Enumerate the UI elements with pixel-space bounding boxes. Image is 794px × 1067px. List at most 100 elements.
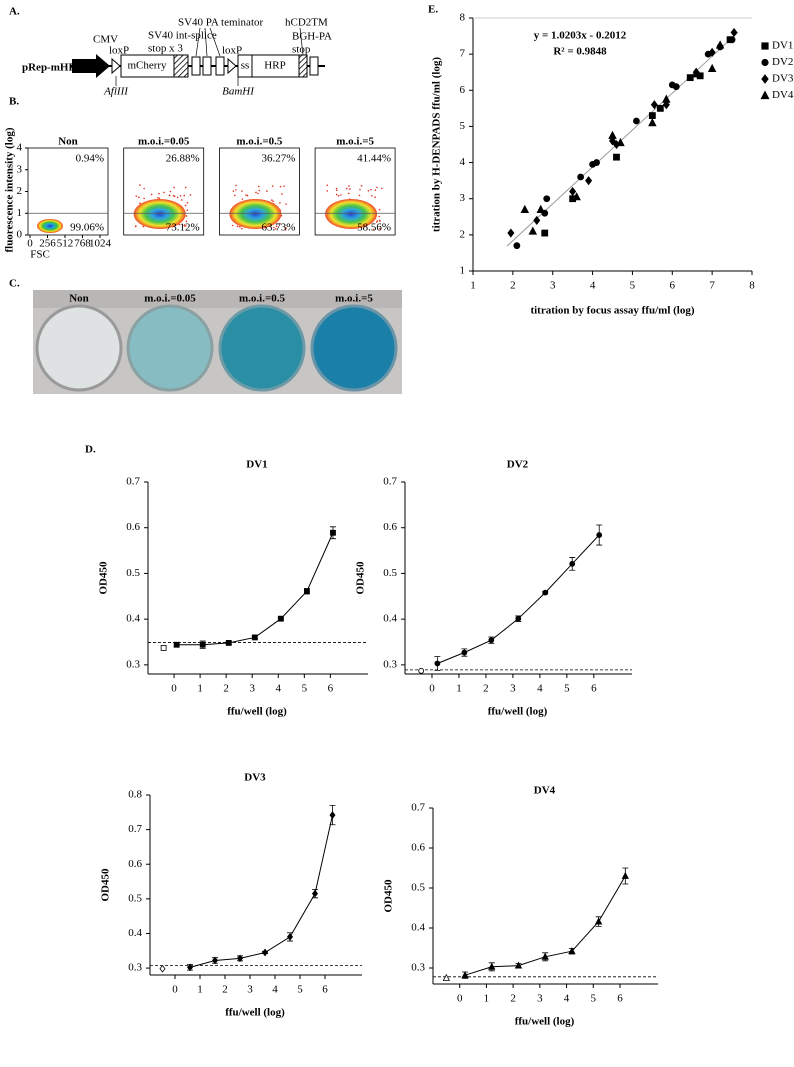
y-tick-label: 0.5 <box>126 567 140 579</box>
y-axis-label: OD450 <box>98 561 110 595</box>
event-dot <box>180 199 183 201</box>
gene-box <box>298 54 308 78</box>
x-tick-label: 4 <box>590 280 596 292</box>
event-dot <box>184 186 187 189</box>
marker <box>656 104 664 112</box>
event-dot <box>183 194 186 197</box>
event-dot <box>258 185 260 188</box>
y-tick-label: 2 <box>17 185 23 197</box>
marker <box>513 242 521 250</box>
y-tick-label: 0.4 <box>411 922 425 934</box>
x-tick-label: 5 <box>302 683 308 695</box>
event-dot <box>240 227 243 230</box>
event-dot <box>185 215 188 217</box>
x-tick-label: 3 <box>550 280 556 292</box>
event-dot <box>348 192 350 195</box>
event-dot <box>258 189 261 192</box>
marker <box>662 100 670 110</box>
chart-title: DV4 <box>534 785 556 797</box>
event-dot <box>279 222 281 225</box>
line <box>437 534 600 664</box>
event-dot <box>158 197 161 200</box>
well-label: m.o.i.=0.5 <box>239 293 285 305</box>
event-dot <box>370 188 372 191</box>
event-dot <box>135 195 138 197</box>
marker <box>514 961 523 969</box>
flow-title: Non <box>58 136 78 148</box>
y-tick-label: 4 <box>17 142 23 154</box>
y-tick-label: 0.3 <box>411 962 425 974</box>
event-dot <box>275 228 277 230</box>
element-label: loxP <box>222 45 242 57</box>
well <box>310 304 398 392</box>
marker <box>304 588 310 595</box>
x-tick-label: 4 <box>564 993 570 1005</box>
x-tick-label: 3 <box>247 984 253 996</box>
x-tick-label: 4 <box>537 683 543 695</box>
panel-label: E. <box>428 4 438 16</box>
event-dot <box>273 226 275 229</box>
event-dot <box>236 225 239 228</box>
flow-title: m.o.i.=5 <box>336 136 374 148</box>
marker <box>186 963 194 972</box>
x-tick-label: 1 <box>197 683 203 695</box>
event-dot <box>172 194 175 197</box>
event-dot <box>283 185 285 187</box>
element-label: HRP <box>264 60 285 72</box>
flow-title: m.o.i.=0.05 <box>138 136 190 148</box>
legend-label: DV3 <box>772 73 794 85</box>
x-tick-label: 3 <box>510 683 516 695</box>
x-axis-label: ffu/well (log) <box>515 1016 575 1028</box>
event-dot <box>233 194 236 197</box>
event-dot <box>245 194 247 196</box>
leader <box>204 27 208 57</box>
cell-cluster <box>229 199 282 229</box>
y-axis-label: OD450 <box>355 561 367 595</box>
x-tick-label: 4 <box>276 683 282 695</box>
event-dot <box>372 228 375 231</box>
element-label: BGH-PA <box>292 31 332 43</box>
line <box>189 814 333 968</box>
x-tick-label: 8 <box>749 280 755 292</box>
marker <box>286 933 294 941</box>
y-tick-label: 3 <box>17 163 23 175</box>
marker <box>650 100 658 110</box>
x-tick-label: 3 <box>537 993 543 1005</box>
x-axis-label: ffu/well (log) <box>227 706 287 718</box>
event-dot <box>189 194 192 196</box>
y-tick-label: 0.6 <box>383 521 397 533</box>
x-tick-label: 1 <box>470 280 476 292</box>
marker <box>621 871 629 879</box>
event-dot <box>271 185 274 187</box>
marker <box>461 649 468 656</box>
marker <box>568 947 576 955</box>
event-dot <box>285 227 287 229</box>
event-dot <box>231 224 234 227</box>
y-tick-label: 0.6 <box>128 858 142 870</box>
event-dot <box>139 184 141 186</box>
y-tick-label: 0.4 <box>128 927 142 939</box>
marker <box>686 74 694 82</box>
event-dot <box>169 190 172 193</box>
event-dot <box>183 225 186 227</box>
event-dot <box>142 225 145 228</box>
marker <box>730 27 738 38</box>
plasmid-name: pRep-mHRP <box>22 62 83 74</box>
y-tick-label: 0.5 <box>411 882 425 894</box>
gene-box <box>309 56 319 76</box>
marker <box>520 204 530 213</box>
legend-marker <box>760 90 770 100</box>
control-marker <box>442 973 451 981</box>
x-tick-label: 0 <box>27 238 33 250</box>
marker <box>596 532 603 538</box>
element-label: CMV <box>93 34 118 46</box>
event-dot <box>337 194 340 197</box>
y-tick-label: 0.7 <box>411 802 425 814</box>
legend-label: DV1 <box>772 40 793 52</box>
y-tick-label: 0.3 <box>128 962 142 974</box>
gene-box <box>173 54 189 78</box>
y-tick-label: 0.4 <box>126 613 140 625</box>
x-tick-label: 6 <box>322 984 328 996</box>
y-tick-label: 0.3 <box>126 658 140 670</box>
marker <box>541 229 549 237</box>
